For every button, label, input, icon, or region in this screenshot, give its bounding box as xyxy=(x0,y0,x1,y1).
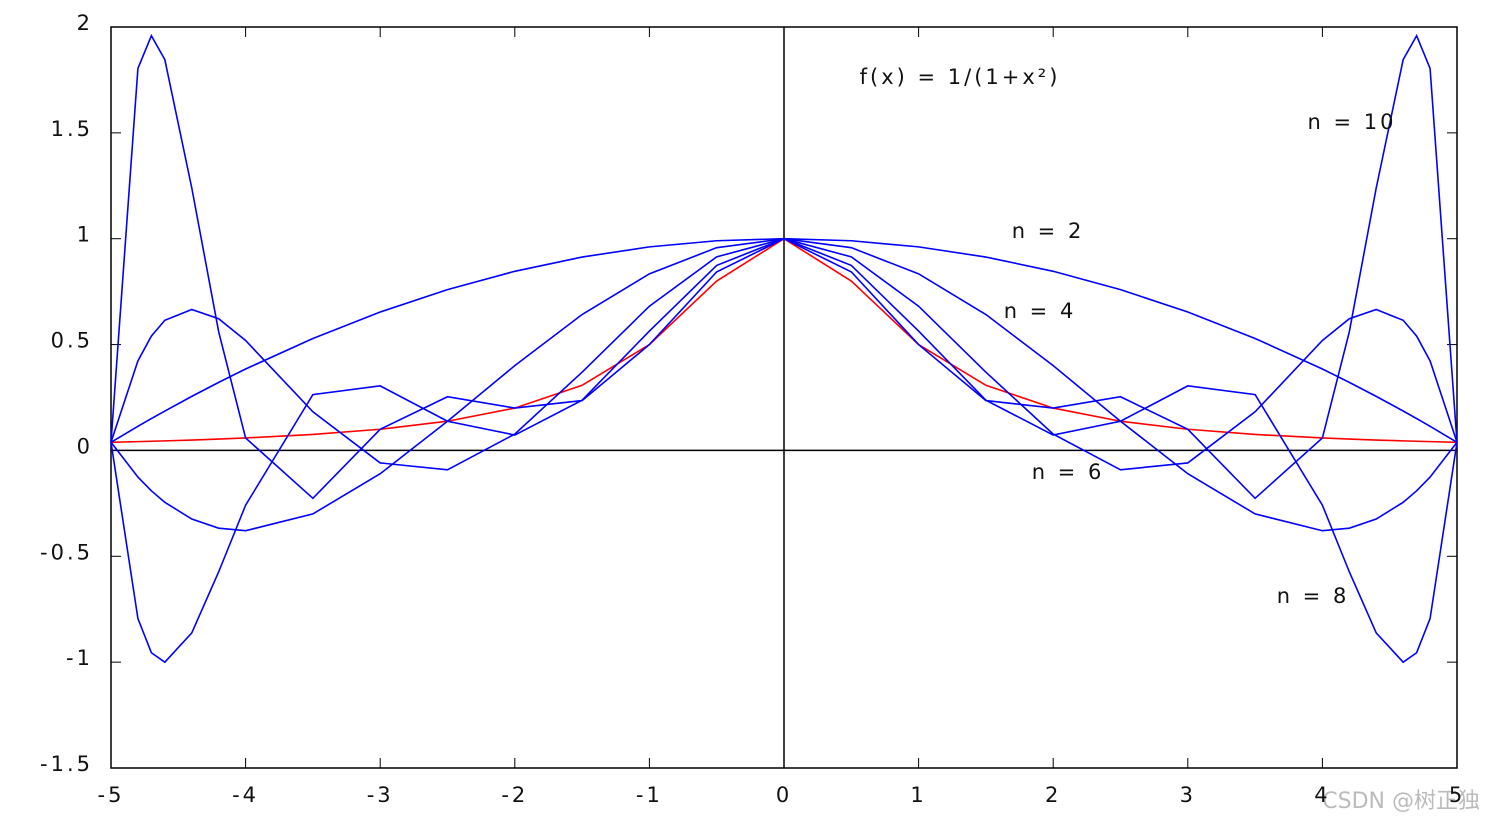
y-tick-label: -0.5 xyxy=(40,540,93,564)
y-tick-label: 0 xyxy=(77,434,93,458)
series-label: n = 6 xyxy=(1032,460,1105,484)
x-tick-label: -4 xyxy=(232,783,259,807)
y-tick-label: 1.5 xyxy=(51,117,93,141)
x-tick-label: -2 xyxy=(501,783,528,807)
x-tick-label: -3 xyxy=(367,783,394,807)
x-tick-label: 0 xyxy=(776,783,792,807)
y-tick-label: -1.5 xyxy=(40,752,93,776)
series-label: n = 4 xyxy=(1004,299,1077,323)
y-tick-label: 2 xyxy=(77,11,93,35)
series-label: n = 10 xyxy=(1308,110,1397,134)
x-tick-label: 1 xyxy=(910,783,926,807)
x-tick-label: -5 xyxy=(98,783,125,807)
x-tick-label: 2 xyxy=(1045,783,1061,807)
series-label: f(x) = 1/(1+x²) xyxy=(860,65,1061,89)
y-tick-label: 1 xyxy=(77,223,93,247)
x-tick-label: 4 xyxy=(1314,783,1330,807)
y-tick-label: 0.5 xyxy=(51,329,93,353)
watermark: CSDN @树正独 xyxy=(1322,789,1480,814)
series-label: n = 8 xyxy=(1277,584,1350,608)
series-label: n = 2 xyxy=(1012,219,1085,243)
x-tick-label: -1 xyxy=(636,783,663,807)
y-tick-label: -1 xyxy=(66,646,93,670)
series-line xyxy=(110,33,1458,500)
x-tick-label: 5 xyxy=(1449,783,1465,807)
x-tick-label: 3 xyxy=(1180,783,1196,807)
